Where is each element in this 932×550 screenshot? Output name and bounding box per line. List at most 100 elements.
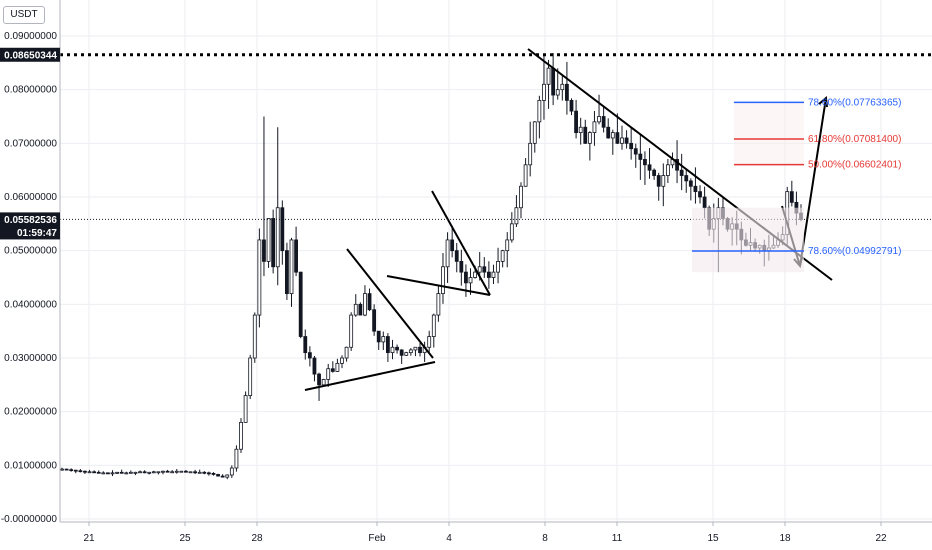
- candle-body: [372, 309, 377, 332]
- candle-body: [661, 175, 666, 187]
- candle-body: [445, 239, 450, 268]
- candle-body: [509, 223, 514, 241]
- triangle-upper-line: [346, 248, 434, 359]
- candle-body: [147, 471, 152, 474]
- candle-body: [115, 471, 119, 474]
- candle-body: [638, 153, 643, 160]
- candle-body: [560, 83, 565, 91]
- candle-body: [574, 110, 578, 133]
- candle-body: [340, 357, 344, 364]
- price-tag-bg: [0, 47, 60, 62]
- candle-body: [211, 472, 216, 475]
- candle-body: [454, 250, 459, 262]
- candle-body: [643, 159, 647, 166]
- price-tick-label: -0.00000000: [1, 514, 58, 525]
- candle-body: [78, 470, 83, 473]
- price-tick-label: 0.09000000: [4, 31, 57, 42]
- price-axis[interactable]: 0.09000000 0.08000000 0.07000000 0.06000000…: [1, 31, 58, 525]
- candle-body: [468, 277, 473, 284]
- candle-body: [165, 470, 170, 473]
- candle-body: [326, 368, 331, 380]
- candle-body: [110, 472, 115, 475]
- candle-body: [243, 395, 248, 423]
- currency-badge[interactable]: USDT: [3, 6, 45, 24]
- candle-body: [220, 475, 225, 478]
- triangle-lower-line: [304, 361, 436, 391]
- price-tag: 0.05582536: [0, 212, 60, 227]
- price-tick-label: 0.03000000: [4, 353, 57, 364]
- candle-body: [385, 336, 390, 354]
- candle-body: [234, 448, 239, 469]
- candle-body: [239, 421, 243, 450]
- candle-body: [675, 159, 679, 171]
- price-tick-label: 0.07000000: [4, 138, 57, 149]
- candle-body: [87, 471, 92, 474]
- candle-body: [142, 471, 147, 474]
- candle-body: [427, 336, 432, 348]
- candle-body: [702, 196, 707, 209]
- candle-body: [64, 468, 69, 471]
- fib-level-label: 50.00%(0.06602401): [808, 160, 901, 171]
- candle-body: [106, 472, 110, 475]
- candle-body: [188, 471, 193, 474]
- candle-body: [395, 346, 399, 351]
- candle-body: [436, 293, 441, 316]
- candle-body: [138, 471, 142, 474]
- candle-body: [532, 121, 537, 144]
- time-tick-label: 22: [875, 533, 887, 544]
- candle-body: [404, 352, 409, 356]
- candle-body: [542, 83, 546, 101]
- candle-body: [482, 266, 487, 273]
- candle-body: [60, 468, 64, 471]
- candle-body: [124, 472, 129, 475]
- candle-body: [133, 471, 138, 474]
- candle-body: [620, 137, 624, 144]
- candle-body: [652, 169, 657, 176]
- price-tag-bg: [0, 212, 60, 227]
- candle-body: [225, 474, 230, 478]
- candle-body: [197, 471, 202, 474]
- candle-body: [257, 239, 262, 316]
- candle-body: [500, 250, 505, 262]
- candle-body: [119, 471, 124, 474]
- candle-body: [597, 116, 601, 123]
- candle-body: [317, 373, 321, 386]
- time-tick-label: 21: [83, 533, 95, 544]
- price-tag-label: 01:59:47: [17, 228, 57, 239]
- price-tick-label: 0.08000000: [4, 85, 57, 96]
- time-tick-label: 28: [251, 533, 263, 544]
- candle-body: [505, 239, 510, 252]
- price-tick-label: 0.05000000: [4, 246, 57, 257]
- candle-body: [450, 239, 455, 252]
- candle-body: [151, 471, 156, 474]
- price-tag: 01:59:47: [0, 225, 60, 240]
- candle-body: [271, 218, 276, 268]
- candle-body: [565, 83, 569, 101]
- candle-body: [367, 293, 372, 311]
- candle-body: [569, 100, 574, 112]
- candle-body: [307, 352, 312, 359]
- candle-body: [578, 126, 583, 133]
- candle-body: [418, 346, 422, 354]
- price-tag: 0.08650344: [0, 47, 60, 62]
- candle-body: [413, 346, 418, 351]
- candle-body: [321, 379, 326, 386]
- candle-body: [464, 271, 468, 284]
- candle-body: [698, 191, 702, 198]
- candle-body: [161, 470, 165, 473]
- candle-body: [399, 349, 404, 356]
- candle-body: [96, 471, 101, 474]
- candle-body: [303, 336, 308, 354]
- candle-body: [546, 67, 551, 85]
- candle-body: [170, 471, 175, 474]
- time-axis[interactable]: 21 25 28 Feb 4 8 11 15 18 22: [83, 522, 887, 544]
- candle-body: [298, 271, 303, 337]
- candle-body: [266, 218, 271, 262]
- candle-body: [128, 471, 133, 474]
- candle-body: [344, 346, 349, 359]
- candle-body: [174, 470, 179, 473]
- candle-body: [289, 239, 294, 295]
- price-tick-label: 0.01000000: [4, 460, 57, 471]
- candle-body: [491, 271, 496, 278]
